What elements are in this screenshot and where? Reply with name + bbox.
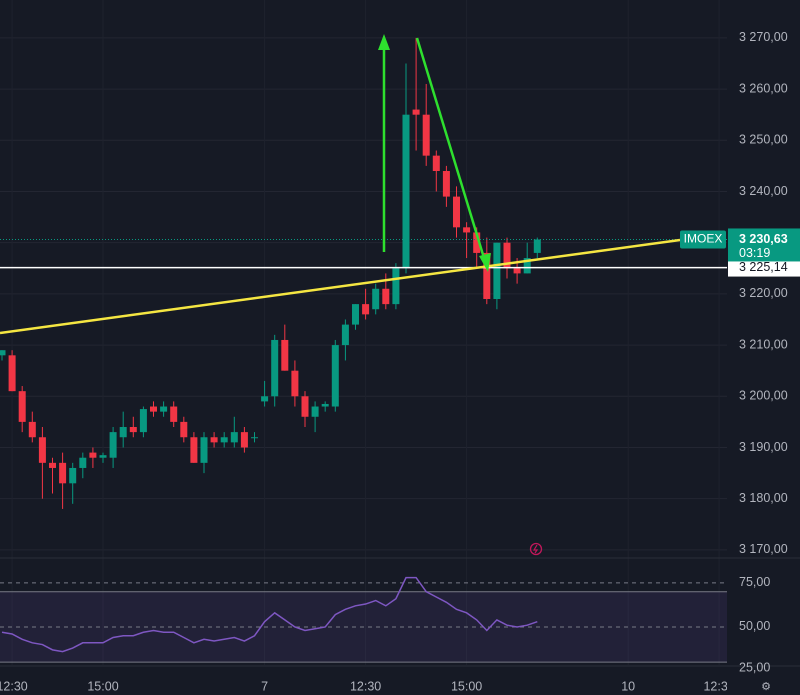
candle-body [230,432,238,443]
drawings [0,34,681,556]
x-tick-label: 12:30 [703,679,734,693]
candle-body [341,324,349,346]
arrow-head [378,34,390,50]
y-tick-label: 3 260,00 [739,81,788,95]
candle-body [119,427,127,438]
indicator-tick-label: 25,00 [739,660,770,674]
candle-body [240,432,248,448]
candle-body [160,406,168,412]
y-tick-label: 3 200,00 [739,389,788,403]
candle-body [352,304,359,325]
candle-body [18,391,26,422]
candle-body [28,421,36,438]
x-tick-label: 12:30 [350,679,381,693]
candle-body [210,437,218,443]
candle-body [291,370,299,397]
x-axis: 12:30 15:00 7 12:30 15:00 10 12:30 [0,679,734,693]
candle-body [190,437,198,463]
event-icon[interactable] [529,542,543,556]
y-tick-label: 3 220,00 [739,286,788,300]
candle-body [513,268,521,274]
y-tick-label: 3 250,00 [739,133,788,147]
y-tick-label: 3 240,00 [739,184,788,198]
candle-body [372,288,380,310]
price-line-box [728,258,800,277]
candle-body [493,242,501,300]
candle-body [392,268,400,305]
indicator-tick-label: 50,00 [739,619,770,633]
candle-body [69,467,77,484]
candle-body [150,406,157,412]
candle-body [59,462,67,484]
candle-body [321,403,329,407]
candle-body [8,355,16,392]
candle-body [523,258,531,274]
arrow-down[interactable] [415,37,486,259]
candle-body [533,239,541,253]
y-tick-label: 3 180,00 [739,491,788,505]
candle-body [38,437,46,463]
candle-body [109,432,117,458]
y-tick-label: 3 170,00 [739,542,788,556]
candle-body [301,396,309,417]
x-tick-label: 10 [621,679,635,693]
candle-body [432,155,440,172]
x-tick-label: 15:00 [87,679,118,693]
candle-body [463,227,471,233]
candle-body [79,457,87,468]
event-icon-bolt [532,544,539,554]
main-pane [0,37,727,509]
candle-body [281,339,289,371]
settings-icon[interactable]: ⚙ [761,681,771,693]
candle-body [311,406,319,417]
x-tick-label: 7 [261,679,268,693]
last-price-label: 3 230,63 [739,232,788,246]
candle-body [331,345,339,407]
candle-body [49,462,56,468]
arrow-head [479,253,491,272]
last-price-box [728,228,800,262]
candle-body [483,252,491,300]
x-tick-label: 12:30 [0,679,28,693]
candle-body [402,114,410,269]
axis-labels: 3 170,00 3 180,00 3 190,00 3 200,00 3 210,00… [680,30,800,674]
indicator-tick-label: 75,00 [739,575,770,589]
candle-body [362,304,370,315]
indicator-line [1,576,538,653]
candle-body [271,339,279,397]
candle-body [200,437,208,463]
candle-body [89,452,97,458]
candle-body [99,455,107,458]
price-line-label: 3 225,14 [739,260,788,274]
candle-body [422,114,430,156]
grid [0,37,727,551]
candle-body [382,288,390,305]
candle-body [412,109,420,115]
candle-body [139,409,147,433]
candle-body [442,171,450,197]
y-tick-label: 3 270,00 [739,30,788,44]
candle-body [261,396,269,402]
y-tick-label: 3 210,00 [739,337,788,351]
x-tick-label: 15:00 [451,679,482,693]
candle-body [0,350,6,356]
candle-body [170,406,178,422]
indicator-pane [0,576,727,663]
candle-body [220,437,228,443]
symbol-label: IMOEX [684,232,723,246]
symbol-box [680,230,726,249]
candle-body [473,232,481,253]
candle-body [453,196,460,228]
candle-body [251,437,258,439]
countdown-label: 03:19 [739,246,770,260]
y-tick-label: 3 190,00 [739,440,788,454]
candle-body [129,427,137,433]
trend-line[interactable] [0,238,681,335]
candle-body [503,242,511,269]
candle-body [180,421,188,438]
